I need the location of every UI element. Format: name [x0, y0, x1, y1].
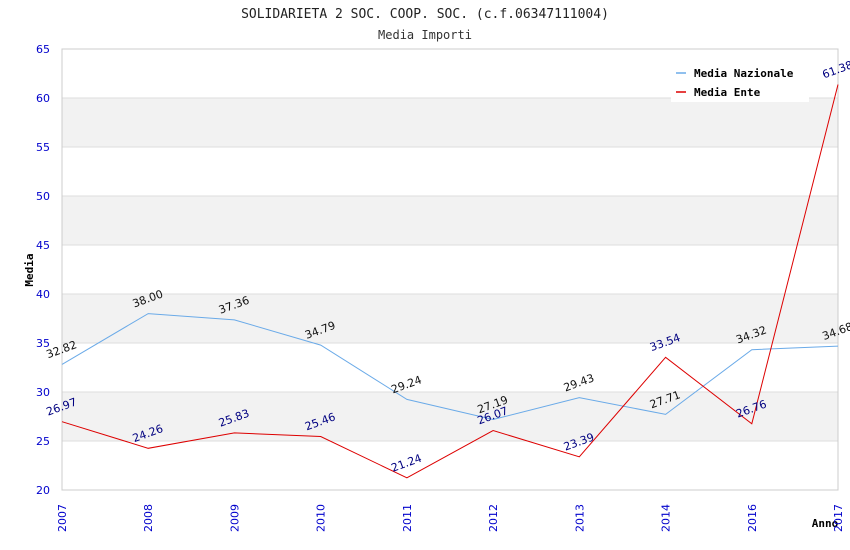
y-tick-label: 50	[36, 190, 50, 203]
legend-label-media-ente: Media Ente	[694, 86, 761, 99]
legend-label-media-nazionale: Media Nazionale	[694, 67, 794, 80]
y-tick-label: 25	[36, 435, 50, 448]
plot-band	[62, 196, 838, 245]
x-tick-label: 2016	[746, 504, 759, 532]
y-axis-label: Media	[23, 253, 36, 286]
series-lines	[61, 84, 839, 479]
x-tick-label: 2010	[315, 504, 328, 532]
data-label-media-ente: 61.38	[821, 58, 850, 81]
legend-box	[671, 60, 809, 102]
x-tick-label: 2017	[832, 504, 845, 532]
x-tick-label: 2011	[401, 504, 414, 532]
legend: Media Nazionale Media Ente	[671, 60, 809, 102]
plot-bands	[62, 98, 838, 441]
y-tick-label: 35	[36, 337, 50, 350]
chart-title: SOLIDARIETA 2 SOC. COOP. SOC. (c.f.06347…	[241, 7, 609, 22]
x-tick-label: 2013	[573, 504, 586, 532]
x-tick-label: 2008	[142, 504, 155, 532]
x-tick-label: 2014	[660, 504, 673, 532]
series-line-media-ente	[61, 84, 839, 479]
plot-band	[62, 98, 838, 147]
x-tick-label: 2009	[228, 504, 241, 532]
data-label-media-nazionale: 29.43	[562, 371, 596, 394]
plot-band	[62, 294, 838, 343]
plot-area	[61, 48, 839, 491]
plot-band	[62, 392, 838, 441]
y-axis-ticks: 20 25 30 35 40 45 50 55 60 65	[36, 43, 50, 497]
y-tick-label: 30	[36, 386, 50, 399]
y-tick-label: 60	[36, 92, 50, 105]
y-tick-label: 40	[36, 288, 50, 301]
y-tick-label: 45	[36, 239, 50, 252]
x-axis-label: Anno	[812, 517, 839, 530]
series-line-media-nazionale	[61, 313, 839, 421]
x-tick-label: 2012	[487, 504, 500, 532]
chart-subtitle: Media Importi	[378, 28, 472, 42]
y-tick-label: 20	[36, 484, 50, 497]
y-tick-label: 65	[36, 43, 50, 56]
y-tick-label: 55	[36, 141, 50, 154]
x-tick-label: 2007	[56, 504, 69, 532]
x-axis-ticks: 2007 2008 2009 2010 2011 2012 2013 2014 2016 2017	[56, 504, 845, 532]
